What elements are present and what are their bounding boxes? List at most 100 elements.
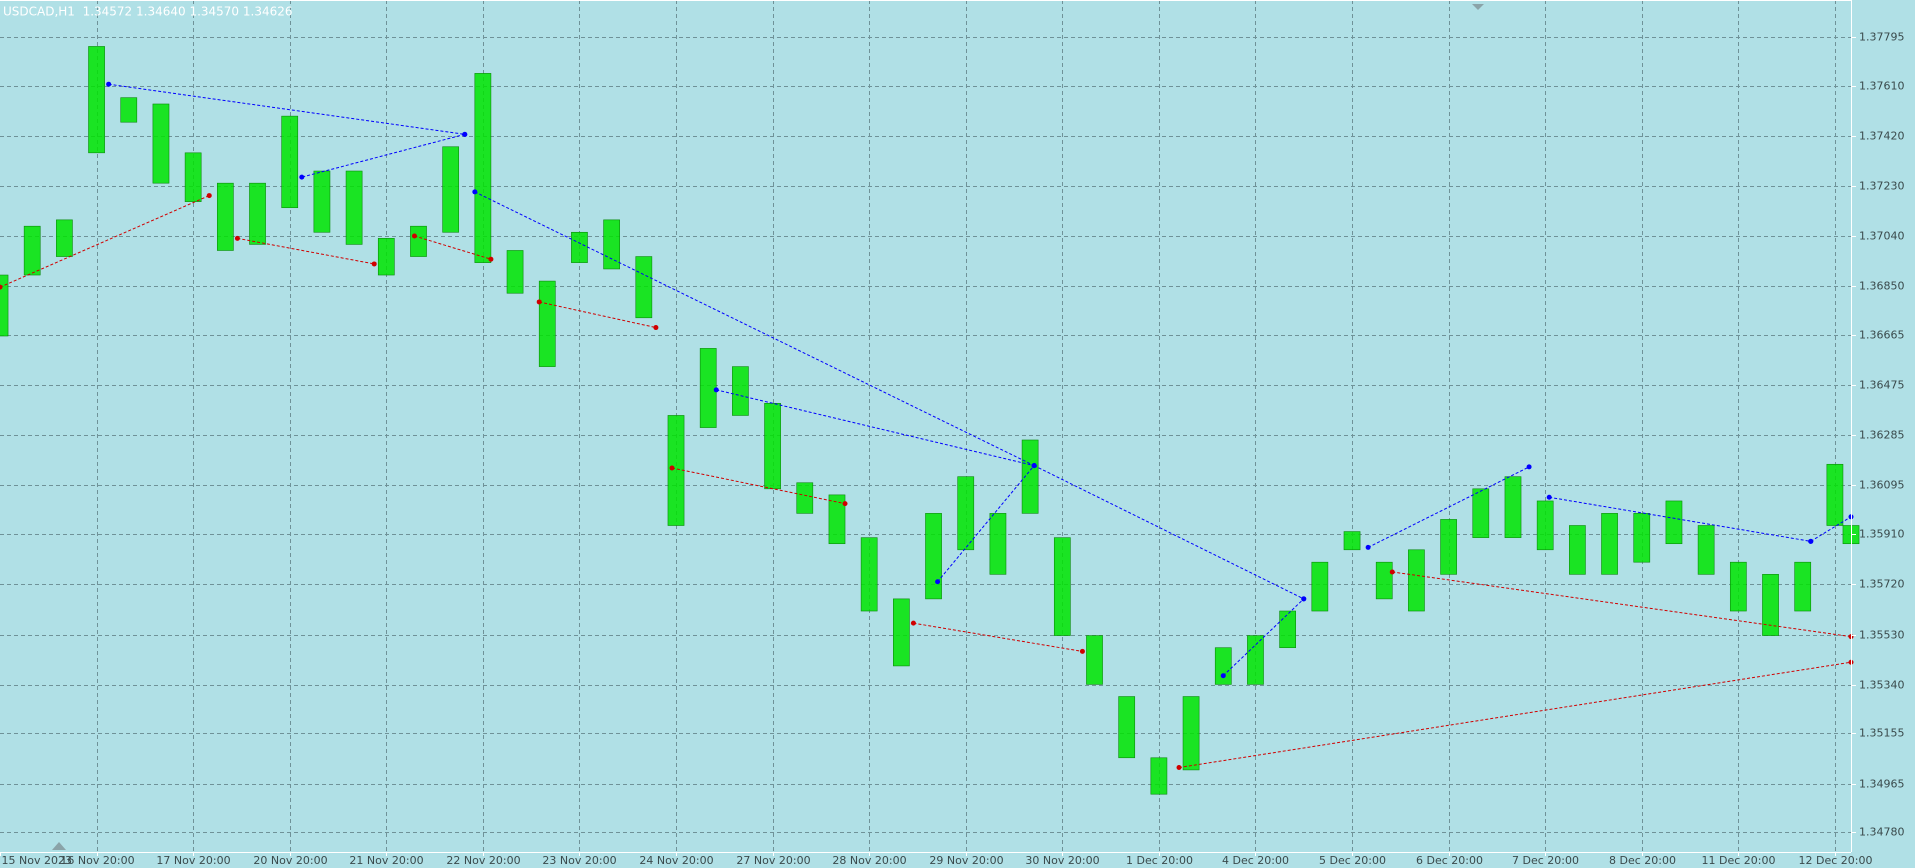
price-range-bar	[23, 225, 41, 276]
trendline-point	[299, 174, 305, 180]
trendline	[1549, 496, 1811, 542]
price-range-bar	[184, 152, 202, 202]
trendline	[671, 467, 846, 505]
y-tick-label: 1.37420	[1859, 130, 1905, 143]
price-range-bar	[1601, 513, 1618, 575]
y-tick-label: 1.36095	[1859, 479, 1905, 492]
x-tick-label: 8 Dec 20:00	[1609, 854, 1676, 867]
price-range-bar	[1665, 500, 1683, 545]
price-range-bar	[1182, 696, 1200, 771]
price-range-bar	[1569, 525, 1586, 575]
price-range-bar	[1536, 500, 1554, 551]
price-range-bar	[635, 256, 653, 319]
trendline	[913, 622, 1083, 652]
trendline-point	[472, 189, 478, 195]
price-range-bar	[506, 250, 524, 294]
x-tick-label: 11 Dec 20:00	[1702, 854, 1776, 867]
trendline	[937, 465, 1035, 583]
scroll-marker	[52, 842, 66, 850]
x-tick-label: 16 Nov 20:00	[60, 854, 134, 867]
price-range-bar	[1311, 561, 1329, 612]
trendline-point	[206, 193, 212, 199]
trendline-point	[1526, 464, 1532, 470]
price-range-bar	[1794, 561, 1812, 612]
x-tick-label: 22 Nov 20:00	[446, 854, 520, 867]
trendline	[1178, 661, 1852, 769]
trendline-point	[488, 256, 494, 262]
trendline	[474, 191, 1035, 467]
trendline	[0, 195, 210, 288]
price-range-bar	[1826, 463, 1844, 526]
price-range-bar	[1118, 696, 1136, 759]
price-range-bar	[1504, 476, 1522, 538]
price-range-bar	[1279, 610, 1297, 649]
y-tick-label: 1.36665	[1859, 329, 1905, 342]
trendline	[1222, 598, 1305, 677]
price-range-bar	[1408, 549, 1425, 612]
trendline-point	[0, 284, 3, 290]
y-tick-label: 1.36285	[1859, 429, 1905, 442]
price-range-bar	[474, 73, 492, 263]
price-range-bar	[925, 513, 942, 600]
trendline-point	[1389, 569, 1395, 575]
trendline-point	[935, 579, 941, 585]
price-range-bar	[796, 482, 814, 514]
trendline-point	[1301, 596, 1307, 602]
price-range-bar	[1150, 757, 1168, 795]
trendline-point	[411, 233, 417, 239]
price-range-bar	[313, 170, 331, 233]
price-range-bar	[1214, 647, 1232, 685]
trendline-point	[713, 387, 719, 393]
trendline-point	[653, 325, 659, 331]
trendline-point	[1546, 494, 1552, 500]
price-range-bar	[989, 513, 1007, 575]
price-range-bar	[1343, 531, 1361, 551]
price-range-bar	[957, 476, 975, 551]
trendline	[1392, 571, 1852, 638]
x-tick-label: 21 Nov 20:00	[349, 854, 423, 867]
price-range-bar	[1729, 561, 1747, 612]
x-tick-label: 24 Nov 20:00	[639, 854, 713, 867]
price-range-bar	[56, 219, 73, 257]
y-tick-label: 1.35910	[1859, 528, 1905, 541]
trendline-point	[1079, 648, 1085, 654]
x-tick-label: 15 Nov 2023	[2, 854, 72, 867]
price-range-bar	[1086, 635, 1103, 685]
price-range-bar	[893, 598, 910, 667]
y-tick-label: 1.35530	[1859, 629, 1905, 642]
trendline-point	[1176, 765, 1182, 771]
y-tick-label: 1.35720	[1859, 578, 1905, 591]
trendline-point	[910, 620, 916, 626]
y-tick-label: 1.35340	[1859, 679, 1905, 692]
y-tick-label: 1.35155	[1859, 727, 1905, 740]
x-tick-label: 17 Nov 20:00	[156, 854, 230, 867]
trendline-point	[371, 261, 377, 267]
trendline	[237, 237, 375, 265]
trendline-point	[1808, 538, 1814, 544]
price-range-bar	[249, 182, 266, 245]
y-tick-label: 1.36475	[1859, 379, 1905, 392]
y-tick-label: 1.37610	[1859, 80, 1905, 93]
price-range-bar	[699, 348, 717, 428]
price-range-bar	[667, 415, 685, 526]
trendline-point	[462, 131, 468, 137]
price-range-bar	[377, 238, 395, 276]
x-tick-label: 5 Dec 20:00	[1319, 854, 1386, 867]
x-tick-label: 20 Nov 20:00	[253, 854, 327, 867]
price-range-bar	[1762, 574, 1779, 636]
price-range-bar	[1633, 513, 1651, 563]
price-range-bar	[345, 170, 363, 245]
y-tick-label: 1.37230	[1859, 180, 1905, 193]
x-tick-label: 30 Nov 20:00	[1025, 854, 1099, 867]
y-tick-label: 1.34965	[1859, 778, 1905, 791]
trendline	[301, 133, 465, 178]
price-range-bar	[732, 366, 749, 416]
x-tick-label: 27 Nov 20:00	[736, 854, 810, 867]
trendline-point	[1031, 463, 1037, 469]
price-range-bar	[1440, 519, 1457, 575]
x-tick-label: 29 Nov 20:00	[929, 854, 1003, 867]
price-range-bar	[764, 403, 781, 490]
price-range-bar	[1053, 537, 1071, 636]
x-tick-label: 4 Dec 20:00	[1222, 854, 1289, 867]
